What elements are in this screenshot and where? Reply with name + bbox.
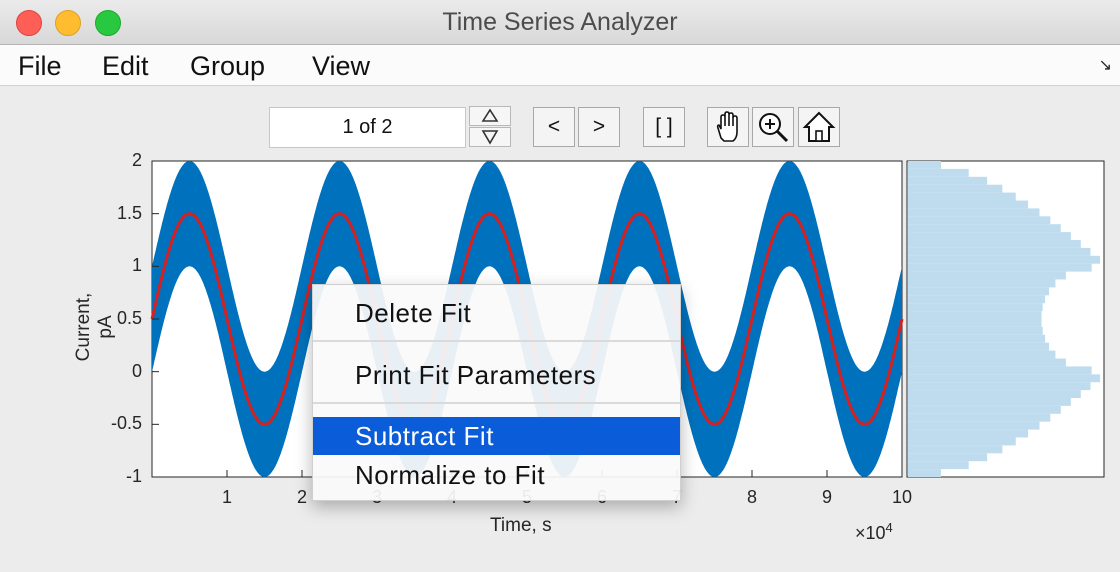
x-axis-label: Time, s (490, 515, 552, 536)
menu-view[interactable]: View (312, 51, 371, 81)
x-tick-label: 1 (221, 487, 232, 507)
title-bar: Time Series Analyzer (0, 0, 1120, 45)
window-title: Time Series Analyzer (442, 8, 678, 36)
menu-normalize-to-fit[interactable]: Normalize to Fit (355, 460, 546, 490)
menu-file[interactable]: File (18, 51, 62, 81)
menu-bar: File Edit Group View ↘ (0, 45, 1120, 86)
y-tick-label: 1.5 (116, 202, 142, 223)
y-tick-label: -1 (125, 466, 142, 486)
y-tick-label: 0 (131, 360, 142, 381)
zoom-in-button[interactable] (752, 107, 794, 147)
close-window-button[interactable] (16, 10, 42, 36)
menu-separator (313, 340, 680, 342)
bracket-button[interactable]: [ ] (643, 107, 685, 147)
triangle-up-icon (481, 108, 499, 122)
hand-icon (716, 111, 738, 142)
menu-overflow-icon[interactable]: ↘ (1098, 57, 1112, 74)
page-spinner[interactable] (469, 106, 511, 148)
x-tick-label: 9 (821, 487, 832, 507)
y-tick-label: -0.5 (110, 413, 142, 434)
y-tick-label: 0.5 (116, 308, 142, 328)
x-tick-label: 10 (891, 487, 913, 507)
menu-group[interactable]: Group (190, 51, 266, 81)
menu-subtract-fit[interactable]: Subtract Fit (313, 417, 680, 455)
home-icon (802, 111, 836, 142)
x-tick-label: 8 (746, 487, 757, 507)
triangle-down-icon (481, 130, 499, 145)
next-button[interactable]: > (578, 107, 620, 147)
page-indicator-field[interactable]: 1 of 2 (269, 107, 466, 148)
page-down-button[interactable] (469, 127, 511, 147)
prev-button[interactable]: < (533, 107, 575, 147)
pan-button[interactable] (707, 107, 749, 147)
y-tick-label: 1 (131, 255, 142, 276)
menu-delete-fit[interactable]: Delete Fit (355, 298, 472, 328)
zoom-window-button[interactable] (95, 10, 121, 36)
home-button[interactable] (798, 107, 840, 147)
context-menu: Delete Fit Print Fit Parameters Subtract… (312, 284, 681, 501)
minimize-window-button[interactable] (55, 10, 81, 36)
menu-edit[interactable]: Edit (102, 51, 149, 81)
menu-print-fit-parameters[interactable]: Print Fit Parameters (355, 360, 597, 390)
y-tick-label: 2 (131, 150, 142, 170)
menu-separator (313, 402, 680, 404)
page-up-button[interactable] (469, 106, 511, 126)
x-tick-label: 2 (296, 487, 307, 507)
magnifier-plus-icon (759, 113, 789, 143)
x-axis-exponent: ×104 (855, 520, 893, 543)
